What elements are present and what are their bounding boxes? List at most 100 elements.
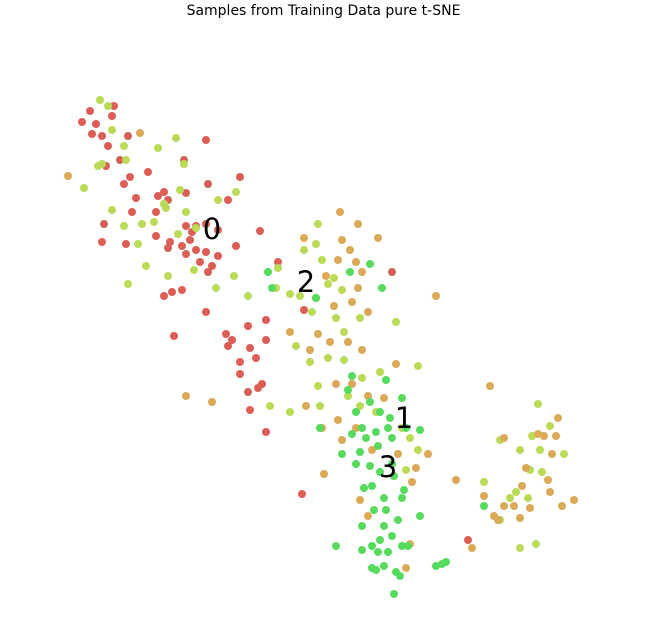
- data-point-class-2: [356, 496, 364, 504]
- data-point-class-1: [406, 434, 414, 442]
- data-point-class-2: [544, 476, 552, 484]
- data-point-class-3: [400, 486, 408, 494]
- data-point-class-3: [390, 590, 398, 598]
- cluster-label-2: 2: [297, 265, 315, 299]
- data-point-class-2: [368, 446, 376, 454]
- data-point-class-0: [208, 262, 216, 270]
- data-point-class-2: [352, 424, 360, 432]
- data-point-class-2: [554, 414, 562, 422]
- data-point-class-0: [464, 536, 472, 544]
- data-point-class-3: [384, 548, 392, 556]
- data-point-class-2: [182, 392, 190, 400]
- data-point-class-2: [320, 470, 328, 478]
- data-point-class-1: [274, 264, 282, 272]
- data-point-class-2: [452, 476, 460, 484]
- data-point-class-1: [316, 402, 324, 410]
- data-point-class-1: [104, 102, 112, 110]
- data-point-class-2: [344, 338, 352, 346]
- data-point-class-3: [264, 268, 272, 276]
- data-point-class-1: [98, 160, 106, 168]
- data-point-class-0: [262, 428, 270, 436]
- data-point-class-0: [152, 208, 160, 216]
- data-point-class-3: [380, 562, 388, 570]
- data-point-class-0: [202, 248, 210, 256]
- data-point-class-1: [338, 286, 346, 294]
- data-point-class-3: [398, 542, 406, 550]
- data-point-class-2: [412, 464, 420, 472]
- points-layer: [64, 96, 578, 598]
- data-point-class-3: [390, 472, 398, 480]
- data-point-class-0: [274, 258, 282, 266]
- data-point-class-3: [332, 542, 340, 550]
- data-point-class-3: [398, 394, 406, 402]
- data-point-class-2: [548, 450, 556, 458]
- data-point-class-1: [512, 488, 520, 496]
- data-point-class-1: [538, 468, 546, 476]
- data-point-class-2: [494, 516, 502, 524]
- data-point-class-0: [152, 232, 160, 240]
- data-point-class-2: [374, 234, 382, 242]
- data-point-class-1: [176, 186, 184, 194]
- data-point-class-1: [536, 446, 544, 454]
- data-point-class-0: [160, 188, 168, 196]
- data-point-class-1: [150, 218, 158, 226]
- data-point-class-1: [120, 222, 128, 230]
- data-point-class-1: [108, 206, 116, 214]
- data-point-class-3: [370, 506, 378, 514]
- data-point-class-2: [516, 514, 524, 522]
- data-point-class-2: [338, 436, 346, 444]
- data-point-class-1: [356, 402, 364, 410]
- data-point-class-2: [546, 488, 554, 496]
- data-point-class-1: [154, 144, 162, 152]
- data-point-class-3: [358, 546, 366, 554]
- data-point-class-3: [396, 572, 404, 580]
- data-point-class-1: [286, 290, 294, 298]
- data-point-class-0: [298, 490, 306, 498]
- data-point-class-1: [300, 246, 308, 254]
- data-point-class-2: [402, 564, 410, 572]
- data-point-class-1: [516, 544, 524, 552]
- data-point-class-0: [182, 222, 190, 230]
- data-point-class-1: [318, 256, 326, 264]
- data-point-class-1: [546, 422, 554, 430]
- data-point-class-3: [366, 462, 374, 470]
- data-point-class-0: [144, 168, 152, 176]
- data-point-class-3: [358, 522, 366, 530]
- data-point-class-1: [532, 540, 540, 548]
- data-point-class-2: [354, 284, 362, 292]
- data-point-class-0: [116, 156, 124, 164]
- data-point-class-0: [160, 292, 168, 300]
- data-point-class-1: [340, 328, 348, 336]
- data-point-class-0: [170, 332, 178, 340]
- data-point-class-2: [334, 256, 342, 264]
- data-point-class-1: [214, 196, 222, 204]
- data-point-class-2: [336, 208, 344, 216]
- data-point-class-3: [394, 516, 402, 524]
- data-point-class-1: [142, 262, 150, 270]
- data-point-class-1: [192, 224, 200, 232]
- data-point-class-2: [380, 394, 388, 402]
- data-point-class-0: [182, 250, 190, 258]
- data-point-class-2: [332, 380, 340, 388]
- chart-title: Samples from Training Data pure t-SNE: [186, 3, 461, 19]
- data-point-class-3: [376, 408, 384, 416]
- data-point-class-1: [314, 220, 322, 228]
- data-point-class-3: [352, 460, 360, 468]
- data-point-class-0: [168, 288, 176, 296]
- data-point-class-0: [124, 132, 132, 140]
- data-point-class-0: [122, 240, 130, 248]
- data-point-class-1: [524, 494, 532, 502]
- data-point-class-2: [408, 478, 416, 486]
- data-point-class-0: [204, 180, 212, 188]
- data-point-class-2: [300, 234, 308, 242]
- data-point-class-3: [382, 376, 390, 384]
- data-point-class-0: [232, 242, 240, 250]
- data-point-class-3: [386, 414, 394, 422]
- data-point-class-3: [384, 424, 392, 432]
- data-point-class-3: [376, 468, 384, 476]
- data-point-class-0: [262, 336, 270, 344]
- data-point-class-2: [314, 330, 322, 338]
- data-point-class-3: [404, 542, 412, 550]
- data-point-class-3: [358, 424, 366, 432]
- data-point-class-3: [372, 428, 380, 436]
